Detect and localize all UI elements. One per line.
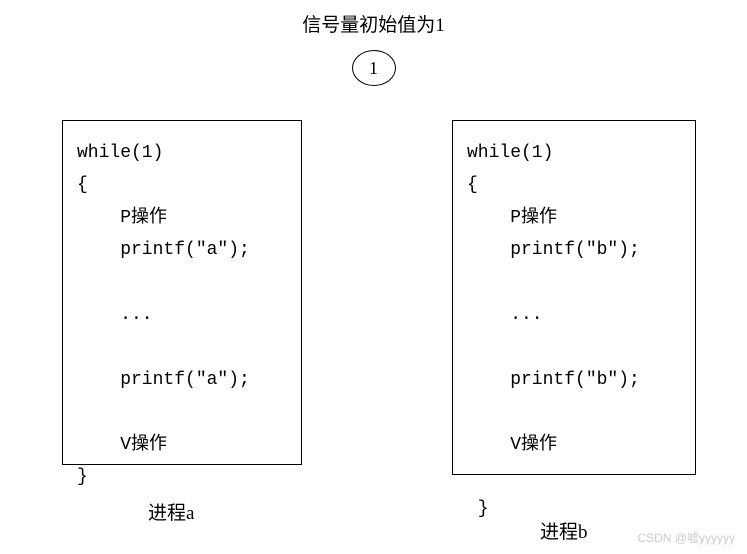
semaphore-circle: 1: [352, 50, 396, 86]
watermark-text: CSDN @嘘yyyyyy: [637, 529, 735, 546]
process-b-label: 进程b: [540, 517, 588, 544]
code-line: {: [467, 175, 478, 195]
code-line: {: [77, 175, 88, 195]
diagram-title: 信号量初始值为1: [302, 10, 445, 37]
code-line: P操作: [77, 208, 167, 228]
code-line: printf(″b″);: [467, 370, 640, 390]
code-line: }: [467, 499, 489, 519]
code-line: while(1): [467, 143, 553, 163]
code-line: ...: [467, 305, 543, 325]
code-line: V操作: [77, 435, 167, 455]
code-line: V操作: [467, 435, 557, 455]
process-a-label: 进程a: [148, 498, 194, 525]
process-b-box: while(1) { P操作 printf(″b″); ... printf(″…: [452, 120, 696, 475]
code-line: printf(″b″);: [467, 240, 640, 260]
code-line: ...: [77, 305, 153, 325]
code-line: }: [77, 467, 88, 487]
semaphore-value: 1: [369, 58, 378, 79]
code-line: while(1): [77, 143, 163, 163]
code-line: P操作: [467, 208, 557, 228]
code-line: printf(″a″);: [77, 240, 250, 260]
process-a-box: while(1) { P操作 printf(″a″); ... printf(″…: [62, 120, 302, 465]
code-line: printf(″a″);: [77, 370, 250, 390]
